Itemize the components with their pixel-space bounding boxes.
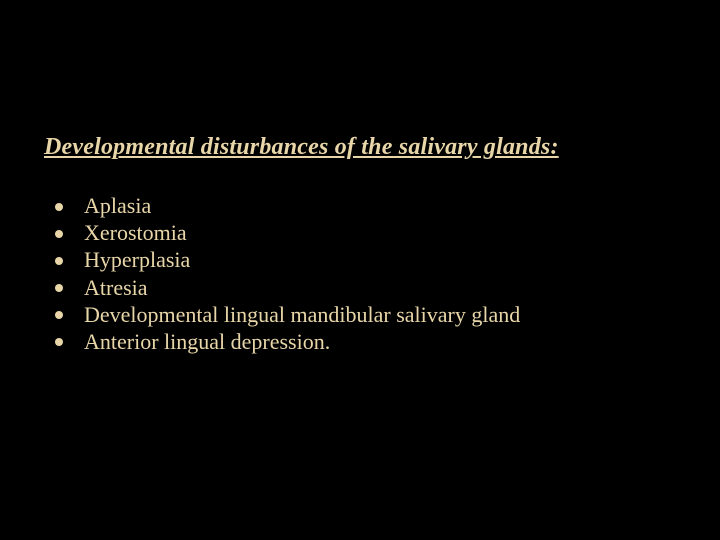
bullet-list: Aplasia Xerostomia Hyperplasia Atresia D… (55, 195, 655, 358)
bullet-icon (55, 284, 63, 292)
list-item-text: Developmental lingual mandibular salivar… (84, 304, 520, 326)
bullet-icon (55, 338, 63, 346)
list-item: Xerostomia (55, 222, 655, 244)
list-item-text: Xerostomia (84, 222, 187, 244)
bullet-icon (55, 257, 63, 265)
bullet-icon (55, 311, 63, 319)
list-item-text: Aplasia (84, 195, 151, 217)
list-item: Aplasia (55, 195, 655, 217)
list-item-text: Anterior lingual depression. (84, 331, 330, 353)
slide-title: Developmental disturbances of the saliva… (44, 134, 559, 161)
slide: Developmental disturbances of the saliva… (0, 0, 720, 540)
bullet-icon (55, 203, 63, 211)
list-item: Anterior lingual depression. (55, 331, 655, 353)
list-item: Atresia (55, 277, 655, 299)
list-item-text: Hyperplasia (84, 249, 190, 271)
list-item: Developmental lingual mandibular salivar… (55, 304, 655, 326)
bullet-icon (55, 230, 63, 238)
list-item-text: Atresia (84, 277, 148, 299)
list-item: Hyperplasia (55, 249, 655, 271)
